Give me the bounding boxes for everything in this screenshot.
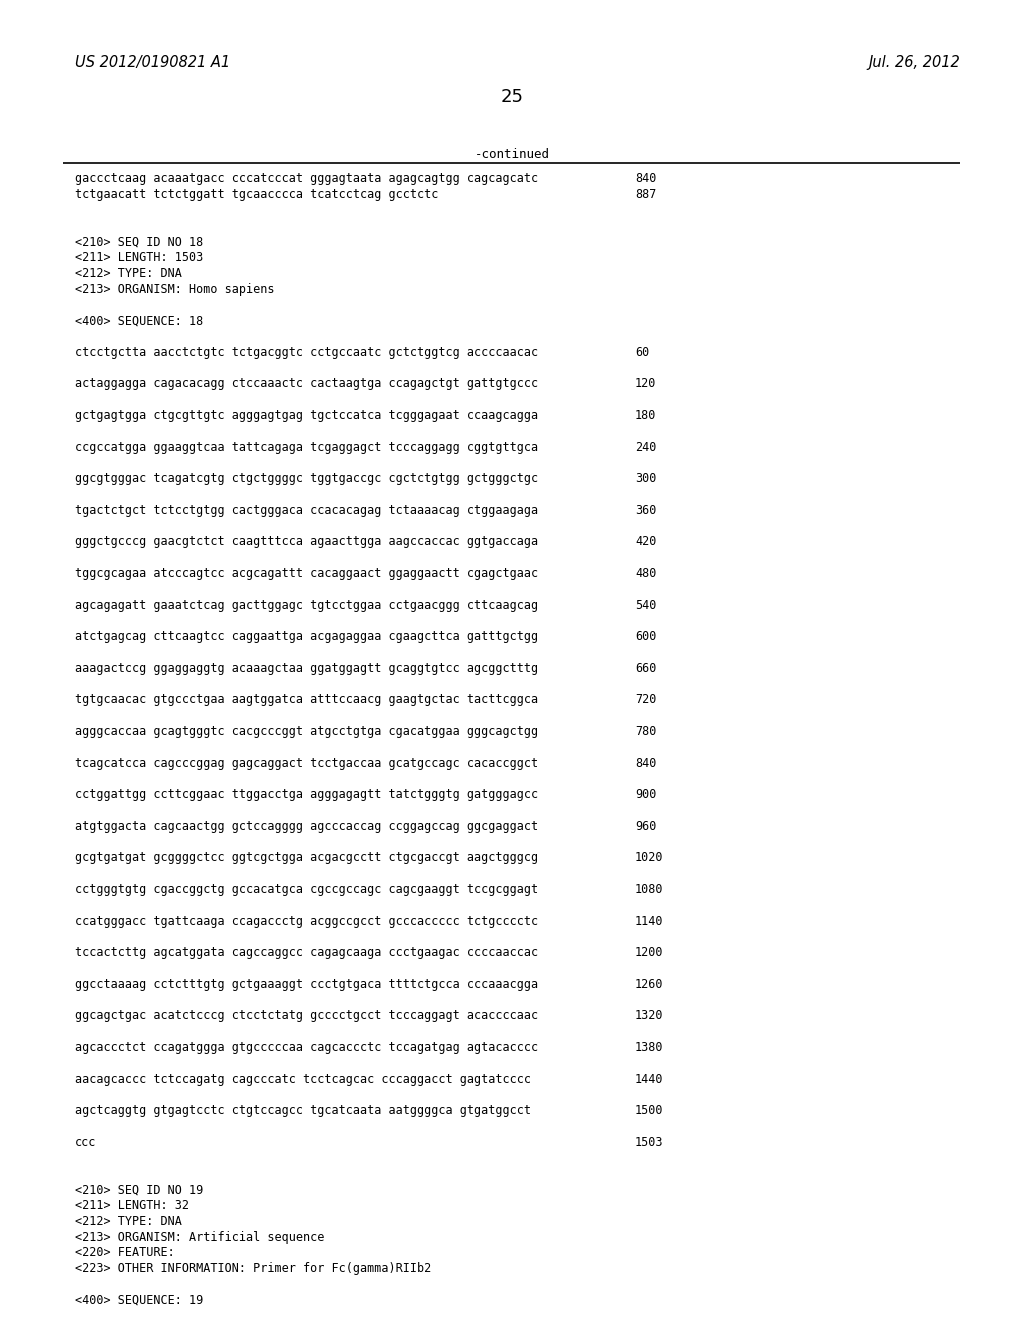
Text: gcgtgatgat gcggggctcc ggtcgctgga acgacgcctt ctgcgaccgt aagctgggcg: gcgtgatgat gcggggctcc ggtcgctgga acgacgc… — [75, 851, 539, 865]
Text: agggcaccaa gcagtgggtc cacgcccggt atgcctgtga cgacatggaa gggcagctgg: agggcaccaa gcagtgggtc cacgcccggt atgcctg… — [75, 725, 539, 738]
Text: 840: 840 — [635, 756, 656, 770]
Text: <223> OTHER INFORMATION: Primer for Fc(gamma)RIIb2: <223> OTHER INFORMATION: Primer for Fc(g… — [75, 1262, 431, 1275]
Text: 1260: 1260 — [635, 978, 664, 991]
Text: <211> LENGTH: 32: <211> LENGTH: 32 — [75, 1199, 189, 1212]
Text: 960: 960 — [635, 820, 656, 833]
Text: cctggattgg ccttcggaac ttggacctga agggagagtt tatctgggtg gatgggagcc: cctggattgg ccttcggaac ttggacctga agggaga… — [75, 788, 539, 801]
Text: <212> TYPE: DNA: <212> TYPE: DNA — [75, 1214, 182, 1228]
Text: 1140: 1140 — [635, 915, 664, 928]
Text: 1380: 1380 — [635, 1041, 664, 1053]
Text: <211> LENGTH: 1503: <211> LENGTH: 1503 — [75, 251, 203, 264]
Text: 887: 887 — [635, 187, 656, 201]
Text: US 2012/0190821 A1: US 2012/0190821 A1 — [75, 55, 230, 70]
Text: Jul. 26, 2012: Jul. 26, 2012 — [868, 55, 961, 70]
Text: 300: 300 — [635, 473, 656, 486]
Text: tgtgcaacac gtgccctgaa aagtggatca atttccaacg gaagtgctac tacttcggca: tgtgcaacac gtgccctgaa aagtggatca atttcca… — [75, 693, 539, 706]
Text: ccgccatgga ggaaggtcaa tattcagaga tcgaggagct tcccaggagg cggtgttgca: ccgccatgga ggaaggtcaa tattcagaga tcgagga… — [75, 441, 539, 454]
Text: 60: 60 — [635, 346, 649, 359]
Text: 180: 180 — [635, 409, 656, 422]
Text: agcagagatt gaaatctcag gacttggagc tgtcctggaa cctgaacggg cttcaagcag: agcagagatt gaaatctcag gacttggagc tgtcctg… — [75, 598, 539, 611]
Text: <400> SEQUENCE: 18: <400> SEQUENCE: 18 — [75, 314, 203, 327]
Text: <213> ORGANISM: Artificial sequence: <213> ORGANISM: Artificial sequence — [75, 1230, 325, 1243]
Text: 660: 660 — [635, 661, 656, 675]
Text: 1440: 1440 — [635, 1073, 664, 1085]
Text: 1020: 1020 — [635, 851, 664, 865]
Text: gggctgcccg gaacgtctct caagtttcca agaacttgga aagccaccac ggtgaccaga: gggctgcccg gaacgtctct caagtttcca agaactt… — [75, 536, 539, 548]
Text: aaagactccg ggaggaggtg acaaagctaa ggatggagtt gcaggtgtcc agcggctttg: aaagactccg ggaggaggtg acaaagctaa ggatgga… — [75, 661, 539, 675]
Text: agcaccctct ccagatggga gtgcccccaa cagcaccctc tccagatgag agtacacccc: agcaccctct ccagatggga gtgcccccaa cagcacc… — [75, 1041, 539, 1053]
Text: <213> ORGANISM: Homo sapiens: <213> ORGANISM: Homo sapiens — [75, 282, 274, 296]
Text: 1503: 1503 — [635, 1135, 664, 1148]
Text: -continued: -continued — [474, 148, 550, 161]
Text: atgtggacta cagcaactgg gctccagggg agcccaccag ccggagccag ggcgaggact: atgtggacta cagcaactgg gctccagggg agcccac… — [75, 820, 539, 833]
Text: <400> SEQUENCE: 19: <400> SEQUENCE: 19 — [75, 1294, 203, 1307]
Text: <210> SEQ ID NO 19: <210> SEQ ID NO 19 — [75, 1183, 203, 1196]
Text: tcagcatcca cagcccggag gagcaggact tcctgaccaa gcatgccagc cacaccggct: tcagcatcca cagcccggag gagcaggact tcctgac… — [75, 756, 539, 770]
Text: 600: 600 — [635, 630, 656, 643]
Text: 240: 240 — [635, 441, 656, 454]
Text: 540: 540 — [635, 598, 656, 611]
Text: tctgaacatt tctctggatt tgcaacccca tcatcctcag gcctctc: tctgaacatt tctctggatt tgcaacccca tcatcct… — [75, 187, 438, 201]
Text: ctcctgctta aacctctgtc tctgacggtc cctgccaatc gctctggtcg accccaacac: ctcctgctta aacctctgtc tctgacggtc cctgcca… — [75, 346, 539, 359]
Text: agctcaggtg gtgagtcctc ctgtccagcc tgcatcaata aatggggca gtgatggcct: agctcaggtg gtgagtcctc ctgtccagcc tgcatca… — [75, 1105, 531, 1117]
Text: 1080: 1080 — [635, 883, 664, 896]
Text: 480: 480 — [635, 568, 656, 579]
Text: <210> SEQ ID NO 18: <210> SEQ ID NO 18 — [75, 235, 203, 248]
Text: tggcgcagaa atcccagtcc acgcagattt cacaggaact ggaggaactt cgagctgaac: tggcgcagaa atcccagtcc acgcagattt cacagga… — [75, 568, 539, 579]
Text: <212> TYPE: DNA: <212> TYPE: DNA — [75, 267, 182, 280]
Text: ggcctaaaag cctctttgtg gctgaaaggt ccctgtgaca ttttctgcca cccaaacgga: ggcctaaaag cctctttgtg gctgaaaggt ccctgtg… — [75, 978, 539, 991]
Text: <220> FEATURE:: <220> FEATURE: — [75, 1246, 175, 1259]
Text: ccatgggacc tgattcaaga ccagaccctg acggccgcct gcccaccccc tctgcccctc: ccatgggacc tgattcaaga ccagaccctg acggccg… — [75, 915, 539, 928]
Text: 900: 900 — [635, 788, 656, 801]
Text: 120: 120 — [635, 378, 656, 391]
Text: 360: 360 — [635, 504, 656, 517]
Text: gctgagtgga ctgcgttgtc agggagtgag tgctccatca tcgggagaat ccaagcagga: gctgagtgga ctgcgttgtc agggagtgag tgctcca… — [75, 409, 539, 422]
Text: actaggagga cagacacagg ctccaaactc cactaagtga ccagagctgt gattgtgccc: actaggagga cagacacagg ctccaaactc cactaag… — [75, 378, 539, 391]
Text: atctgagcag cttcaagtcc caggaattga acgagaggaa cgaagcttca gatttgctgg: atctgagcag cttcaagtcc caggaattga acgagag… — [75, 630, 539, 643]
Text: 420: 420 — [635, 536, 656, 548]
Text: 1200: 1200 — [635, 946, 664, 960]
Text: ccc: ccc — [75, 1135, 96, 1148]
Text: ggcagctgac acatctcccg ctcctctatg gcccctgcct tcccaggagt acaccccaac: ggcagctgac acatctcccg ctcctctatg gcccctg… — [75, 1010, 539, 1023]
Text: tgactctgct tctcctgtgg cactgggaca ccacacagag tctaaaacag ctggaagaga: tgactctgct tctcctgtgg cactgggaca ccacaca… — [75, 504, 539, 517]
Text: ggcgtgggac tcagatcgtg ctgctggggc tggtgaccgc cgctctgtgg gctgggctgc: ggcgtgggac tcagatcgtg ctgctggggc tggtgac… — [75, 473, 539, 486]
Text: 840: 840 — [635, 172, 656, 185]
Text: tccactcttg agcatggata cagccaggcc cagagcaaga ccctgaagac ccccaaccac: tccactcttg agcatggata cagccaggcc cagagca… — [75, 946, 539, 960]
Text: 780: 780 — [635, 725, 656, 738]
Text: 1500: 1500 — [635, 1105, 664, 1117]
Text: aacagcaccc tctccagatg cagcccatc tcctcagcac cccaggacct gagtatcccc: aacagcaccc tctccagatg cagcccatc tcctcagc… — [75, 1073, 531, 1085]
Text: 1320: 1320 — [635, 1010, 664, 1023]
Text: 720: 720 — [635, 693, 656, 706]
Text: 25: 25 — [501, 88, 523, 106]
Text: cctgggtgtg cgaccggctg gccacatgca cgccgccagc cagcgaaggt tccgcggagt: cctgggtgtg cgaccggctg gccacatgca cgccgcc… — [75, 883, 539, 896]
Text: gaccctcaag acaaatgacc cccatcccat gggagtaata agagcagtgg cagcagcatc: gaccctcaag acaaatgacc cccatcccat gggagta… — [75, 172, 539, 185]
